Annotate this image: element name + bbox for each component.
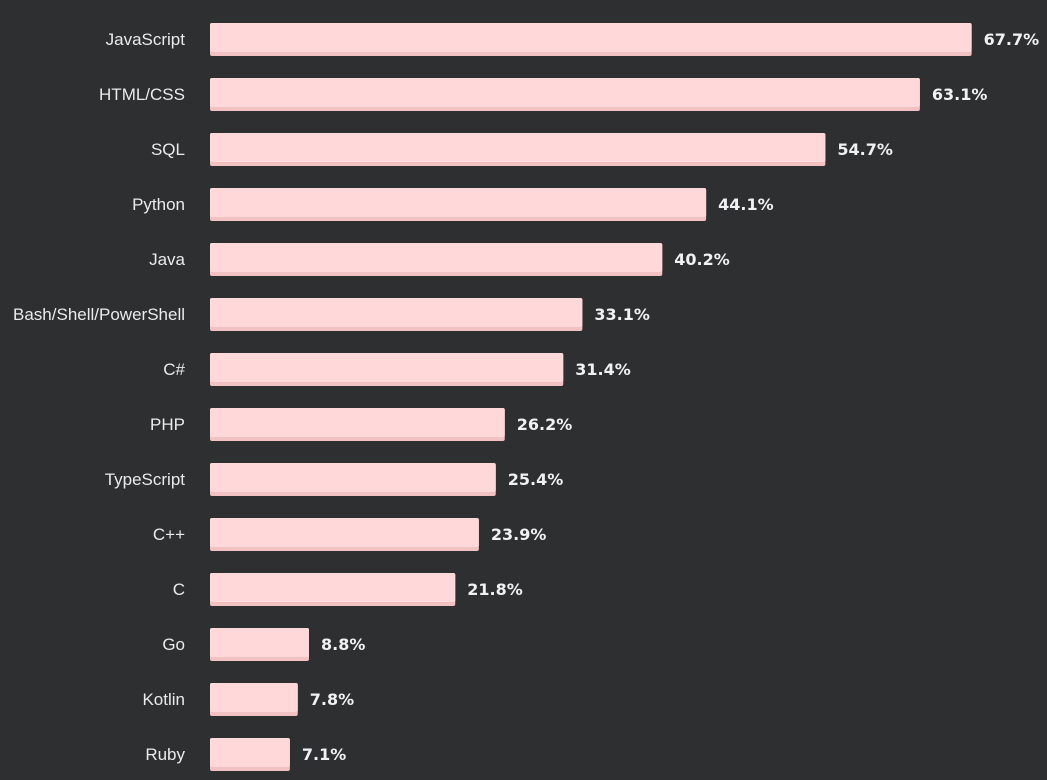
bar-row: C 21.8%: [173, 573, 523, 606]
bar: [210, 408, 505, 437]
value-label: 40.2%: [674, 250, 730, 269]
category-label: Kotlin: [142, 690, 185, 709]
value-label: 7.1%: [302, 745, 346, 764]
bar-row: SQL 54.7%: [151, 133, 893, 166]
value-label: 26.2%: [517, 415, 573, 434]
value-label: 54.7%: [837, 140, 893, 159]
bar-row: PHP 26.2%: [150, 408, 572, 441]
value-label: 31.4%: [575, 360, 631, 379]
bar-row: Python 44.1%: [132, 188, 774, 221]
bar-row: Bash/Shell/PowerShell 33.1%: [13, 298, 650, 331]
category-label: HTML/CSS: [99, 85, 185, 104]
category-label: C++: [153, 525, 185, 544]
value-label: 33.1%: [594, 305, 650, 324]
bar: [210, 298, 583, 327]
value-label: 8.8%: [321, 635, 365, 654]
bar-row: HTML/CSS 63.1%: [99, 78, 987, 111]
bar: [210, 683, 298, 712]
category-label: Go: [162, 635, 185, 654]
bars-layer: JavaScript 67.7% HTML/CSS 63.1% SQL 54.7% Pyth…: [13, 23, 1039, 771]
bar-row: Go 8.8%: [162, 628, 365, 661]
bar: [210, 133, 826, 162]
category-label: PHP: [150, 415, 185, 434]
bar: [210, 628, 309, 657]
value-label: 23.9%: [491, 525, 547, 544]
value-label: 67.7%: [984, 30, 1040, 49]
value-label: 25.4%: [508, 470, 564, 489]
category-label: Ruby: [145, 745, 185, 764]
value-label: 21.8%: [467, 580, 523, 599]
bar: [210, 23, 972, 52]
category-label: Java: [149, 250, 185, 269]
bar: [210, 738, 290, 767]
bar: [210, 78, 920, 107]
bar: [210, 243, 663, 272]
category-label: JavaScript: [106, 30, 186, 49]
bar-row: Ruby 7.1%: [145, 738, 346, 771]
bar-row: Java 40.2%: [149, 243, 730, 276]
category-label: TypeScript: [105, 470, 186, 489]
bar: [210, 353, 564, 382]
bar: [210, 573, 456, 602]
category-label: Python: [132, 195, 185, 214]
bar-row: C# 31.4%: [163, 353, 631, 386]
value-label: 63.1%: [932, 85, 988, 104]
bar: [210, 518, 479, 547]
bar-row: TypeScript 25.4%: [105, 463, 564, 496]
bar: [210, 188, 707, 217]
bar-row: Kotlin 7.8%: [142, 683, 354, 716]
category-label: C#: [163, 360, 185, 379]
value-label: 7.8%: [310, 690, 354, 709]
category-label: SQL: [151, 140, 185, 159]
category-label: C: [173, 580, 185, 599]
bar-row: C++ 23.9%: [153, 518, 547, 551]
bar: [210, 463, 496, 492]
value-label: 44.1%: [718, 195, 774, 214]
bar-row: JavaScript 67.7%: [106, 23, 1040, 56]
category-label: Bash/Shell/PowerShell: [13, 305, 185, 324]
